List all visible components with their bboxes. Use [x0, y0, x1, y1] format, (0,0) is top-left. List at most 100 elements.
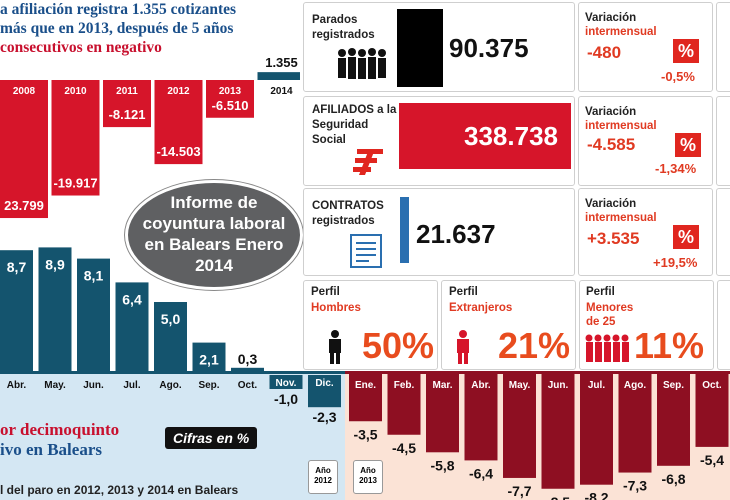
variation-1-label: Variación: [585, 12, 637, 24]
axis-baseline-2012: [0, 371, 345, 374]
cifras-badge: Cifras en %: [165, 427, 258, 449]
headline-line-1: a afiliación registra 1.355 cotizantes: [0, 1, 237, 18]
person-icon: [457, 330, 469, 364]
profile-card-menores: Perfil Menores de 25 11%: [579, 280, 714, 370]
teal-bar-Sep.: [192, 342, 226, 372]
darkred-bar-9: [695, 374, 729, 447]
year-marker-2012-line2: 2012: [314, 476, 332, 485]
bottom-headline: or decimoquinto ivo en Balears: [0, 420, 119, 460]
darkred-value-8: -6,8: [661, 471, 685, 487]
bottom-headline-red: or decimoquinto: [0, 420, 120, 439]
group-icon: [585, 334, 629, 362]
crowd-icon: [338, 48, 386, 79]
teal-tick-May.: May.: [44, 380, 66, 391]
afiliados-label-1: AFILIADOS a la: [312, 104, 397, 116]
contratos-value: 21.637: [416, 219, 496, 249]
teal-bar-Jul.: [115, 282, 149, 372]
headline-line-2: más que en 2013, después de 5 años: [0, 20, 234, 37]
parados-black-bar: [397, 9, 443, 87]
teal-bar-Dic.: [308, 375, 341, 408]
year-bar-2012: [154, 80, 203, 165]
profile-3-sublabel: Menores: [586, 302, 634, 314]
teal-value-4: 5,0: [161, 311, 181, 327]
darkred-value-2: -5,8: [430, 457, 454, 473]
year-value-2008: 23.799: [4, 198, 44, 213]
teal-bar-Abr.: [0, 250, 33, 372]
chart-caption: l del paro en 2012, 2013 y 2014 en Balea…: [0, 483, 239, 497]
teal-tick-Abr.: Abr.: [7, 380, 27, 391]
profile-1-value: 50%: [362, 325, 435, 366]
man-icon: [329, 330, 341, 364]
year-marker-2013-line2: 2013: [359, 476, 377, 485]
variation-2-label: Variación: [585, 106, 637, 118]
year-marker-2012: Año 2012: [308, 460, 338, 494]
year-value-2012: -14.503: [156, 144, 200, 159]
parados-label-2: registrados: [312, 29, 375, 41]
year-value-2014: 1.355: [265, 55, 298, 70]
darkred-bar-4: [503, 374, 536, 478]
year-bar-2011: [103, 80, 151, 128]
darkred-bar-2: [426, 374, 459, 453]
teal-value-1: 8,9: [45, 256, 65, 272]
year-marker-2013-line1: Año: [360, 466, 376, 475]
darkred-value-0: -3,5: [353, 426, 377, 442]
title-line-1: Informe de: [170, 193, 258, 212]
variation-3-sublabel: intermensual: [585, 212, 657, 224]
year-bar-2010: [51, 80, 100, 196]
teal-tick-Sep.: Sep.: [198, 380, 219, 391]
darkred-bar-1: [387, 374, 421, 435]
year-tick-2013: 2013: [219, 86, 242, 97]
year-bar-2008: [0, 80, 48, 219]
teal-value-3: 6,4: [122, 291, 142, 307]
profile-card-edge: [717, 280, 730, 370]
darkred-bar-6: [580, 374, 613, 485]
darkred-value-4: -7,7: [507, 483, 531, 499]
variation-1-percent: -0,5%: [661, 69, 695, 84]
variation-2-value: -4.585: [587, 135, 636, 154]
teal-tick-Oct.: Oct.: [238, 380, 258, 391]
darkred-bar-3: [464, 374, 498, 461]
bottom-headline-dark: ivo en Balears: [0, 440, 102, 459]
profile-card-extranjeros: Perfil Extranjeros 21%: [441, 280, 576, 370]
teal-bar-Ago.: [154, 302, 187, 372]
variation-2-badge: %: [675, 133, 701, 157]
headline: a afiliación registra 1.355 cotizantes m…: [0, 0, 300, 70]
year-value-2010: -19.917: [53, 176, 97, 191]
affiliation-yearly-chart: 2008 23.799 2010 -19.917 2011 -8.121 2012 -14.5…: [0, 55, 300, 219]
afiliados-red-bar: [399, 103, 571, 169]
darkred-tick-5: Jun.: [548, 380, 569, 391]
parados-label: Parados registrados: [312, 13, 375, 43]
variation-card-edge-1: [716, 2, 730, 92]
profile-2-label: Perfil: [449, 286, 478, 298]
year-tick-2012: 2012: [167, 86, 190, 97]
teal-bar-Jun.: [77, 258, 110, 372]
variation-card-edge-3: [716, 188, 730, 276]
profile-3-value: 11%: [634, 325, 705, 366]
contratos-blue-bar: [400, 197, 409, 263]
darkred-value-5: -8,5: [546, 494, 570, 500]
axis-baseline-2013: [345, 371, 730, 374]
variation-card-parados: Variación intermensual -480 % -0,5%: [578, 2, 713, 92]
profile-3-label: Perfil: [586, 286, 615, 298]
variation-3-percent: +19,5%: [653, 255, 698, 270]
variation-3-badge: %: [673, 225, 699, 249]
social-security-logo: [353, 149, 383, 175]
darkred-bar-0: [349, 374, 382, 422]
year-tick-2011: 2011: [116, 86, 138, 97]
profile-3-sublabel-2: de 25: [586, 316, 616, 328]
parados-label-1: Parados: [312, 14, 358, 26]
teal-value-7: -1,0: [274, 391, 298, 407]
variation-3-label: Variación: [585, 198, 637, 210]
teal-bar-May.: [38, 247, 72, 372]
profile-2-sublabel: Extranjeros: [449, 302, 513, 314]
teal-tick-Jul.: Jul.: [123, 380, 140, 391]
variation-3-value: +3.535: [587, 229, 640, 248]
darkred-value-9: -5,4: [700, 452, 724, 468]
year-bar-2013: [206, 80, 254, 118]
darkred-tick-6: Jul.: [588, 380, 605, 391]
teal-tick-Ago.: Ago.: [159, 380, 181, 391]
profile-2-value: 21%: [498, 325, 571, 366]
contratos-label-1: CONTRATOS: [312, 200, 384, 212]
variation-2-sublabel: intermensual: [585, 120, 657, 132]
